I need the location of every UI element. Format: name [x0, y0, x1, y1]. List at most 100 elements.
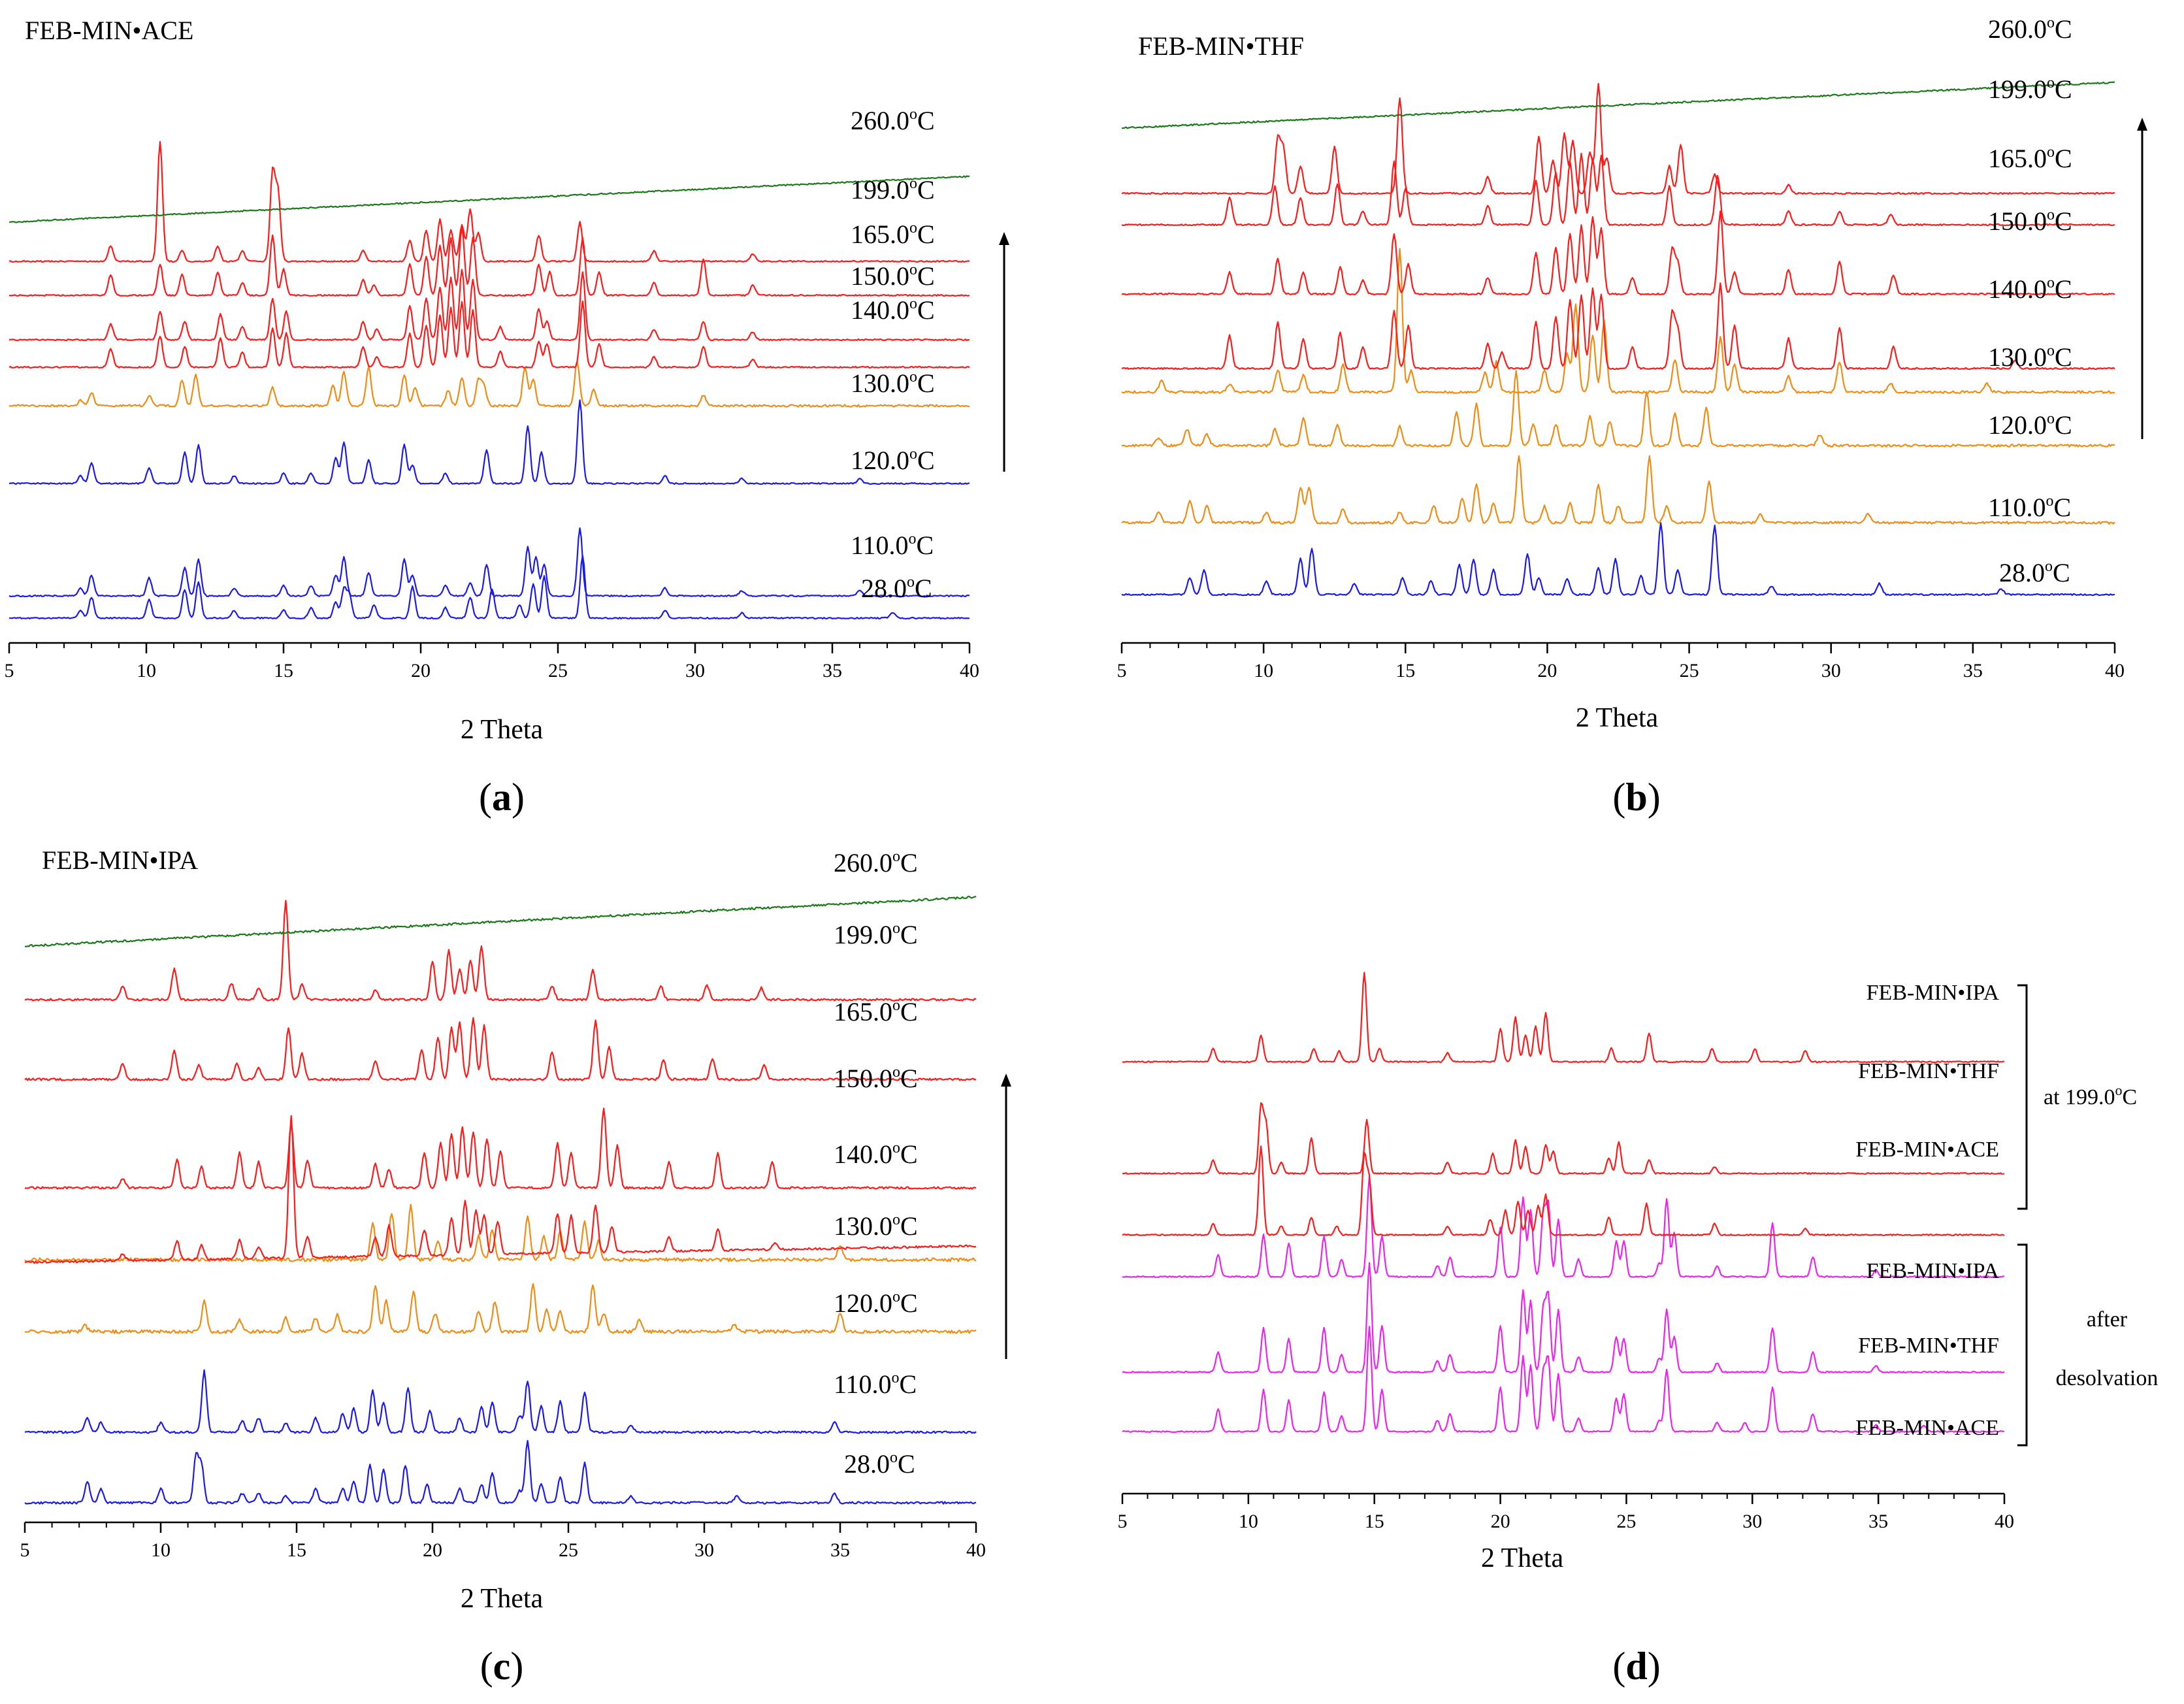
panel-b-tick-label-5: 30 — [1821, 660, 1841, 681]
panel-b-trace-label-2: 120.0oC — [1988, 410, 2072, 440]
panel-a-trace-2 — [8, 399, 970, 485]
panel-b-tick-label-7: 40 — [2105, 660, 2125, 681]
panel-b-trace-labels: 28.0oC 110.0oC 120.0oC 130.0oC 140.0oC 150.0o… — [1988, 14, 2072, 587]
panel-a-trace-label-7: 199.0oC — [851, 175, 935, 205]
panel-b-trend-arrow — [2137, 118, 2147, 439]
panel-a-trace-label-8: 260.0oC — [851, 106, 935, 135]
panel-c-tick-label-1: 10 — [151, 1539, 171, 1561]
panel-a-trace-7 — [8, 140, 970, 263]
panel-d-tick-label-7: 40 — [1995, 1511, 2014, 1532]
panel-b: FEB-MIN•THF 28.0oC 110.0oC 120.0oC 130.0oC 1… — [1117, 14, 2147, 819]
panel-a-trace-label-5: 150.0oC — [851, 261, 935, 291]
panel-d-trace-3 — [1122, 1145, 2005, 1237]
panel-d-trace-1 — [1122, 1262, 2005, 1373]
panel-d-group-note-0-line-0: after — [2087, 1307, 2128, 1332]
panel-d-trace-label-5: FEB-MIN•IPA — [1866, 981, 2000, 1005]
panel-c-caption: (c) — [480, 1645, 524, 1688]
panel-a-trace-label-6: 165.0oC — [851, 220, 935, 249]
panel-c-trace-label-0: 28.0oC — [844, 1449, 915, 1479]
panel-d-trace-0 — [1122, 1326, 2005, 1433]
panel-b-trace-8 — [1122, 81, 2115, 129]
panel-b-trace-2 — [1121, 370, 2115, 448]
panel-c-title: FEB-MIN•IPA — [42, 845, 198, 875]
panel-d-group-bracket-1 — [2017, 984, 2028, 1210]
panel-b-caption: (b) — [1612, 776, 1660, 819]
panel-a-trace-label-0: 28.0oC — [861, 574, 932, 603]
panel-b-tick-label-6: 35 — [1963, 660, 1983, 681]
panel-c-tick-label-7: 40 — [966, 1539, 986, 1561]
panel-c-x-axis-label: 2 Theta — [461, 1584, 544, 1614]
panel-d-trace-label-4: FEB-MIN•THF — [1858, 1059, 1999, 1083]
panel-a-tick-label-3: 20 — [411, 660, 431, 681]
panel-d-caption: (d) — [1612, 1645, 1660, 1688]
panel-a-trace-label-2: 120.0oC — [851, 446, 935, 475]
panel-a-tick-label-4: 25 — [548, 660, 568, 681]
panel-b-title: FEB-MIN•THF — [1138, 31, 1304, 61]
panel-c: FEB-MIN•IPA 28.0oC 110.0oC 120.0oC 130.0oC 1… — [20, 845, 1011, 1688]
panel-a-trace-labels: 28.0oC 110.0oC 120.0oC 130.0oC 140.0oC 150.0o… — [851, 106, 935, 603]
panel-b-x-axis: 5 10 15 20 25 30 35 40 — [1117, 642, 2125, 681]
panel-c-trace-label-8: 260.0oC — [834, 848, 918, 877]
panel-a-trace-6 — [8, 226, 970, 297]
panel-c-trace-5 — [24, 1107, 977, 1190]
panel-a-tick-label-1: 10 — [137, 660, 156, 681]
panel-a-tick-label-7: 40 — [960, 660, 979, 681]
panel-b-trace-4 — [1121, 282, 2115, 370]
panel-c-trace-labels: 28.0oC 110.0oC 120.0oC 130.0oC 140.0oC 150.0o… — [834, 848, 918, 1479]
panel-c-trace-8 — [24, 895, 977, 947]
panel-c-tick-label-6: 35 — [830, 1539, 850, 1561]
panel-d-trace-2 — [1122, 1175, 2005, 1279]
panel-d-trace-5 — [1122, 972, 2005, 1064]
panel-a-trace-4 — [8, 301, 970, 369]
panel-b-trace-0 — [1121, 522, 2115, 597]
panel-d-tick-label-5: 30 — [1742, 1511, 1762, 1532]
panel-b-trace-label-0: 28.0oC — [1999, 558, 2070, 587]
panel-a-trace-8 — [8, 175, 970, 223]
panel-a-x-axis: 5 10 15 20 25 30 35 40 — [5, 642, 979, 681]
panel-b-trace-3 — [1121, 248, 2115, 394]
panel-c-trace-0 — [24, 1439, 977, 1505]
panel-b-tick-label-1: 10 — [1254, 660, 1273, 681]
panel-a: FEB-MIN•ACE 28.0oC 110.0oC 120.0oC 130.0oC 1… — [5, 16, 1009, 819]
panel-a-trace-0 — [8, 555, 970, 620]
panel-c-traces — [24, 895, 977, 1505]
panel-a-caption: (a) — [479, 776, 525, 819]
panel-b-trace-1 — [1121, 455, 2115, 525]
panel-b-trace-label-1: 110.0oC — [1988, 493, 2071, 522]
panel-a-tick-label-6: 35 — [823, 660, 842, 681]
panel-b-trace-label-5: 150.0oC — [1988, 206, 2072, 236]
panel-c-trace-label-6: 165.0oC — [834, 997, 918, 1026]
panel-d-tick-label-6: 35 — [1868, 1511, 1888, 1532]
panel-c-trace-1 — [24, 1369, 977, 1434]
panel-d-tick-label-0: 5 — [1118, 1511, 1128, 1532]
panel-d-group-note-1: at 199.0oC — [2044, 1082, 2137, 1109]
panel-b-trace-label-8: 260.0oC — [1988, 14, 2072, 44]
panel-b-trace-5 — [1122, 210, 2115, 296]
panel-b-trace-7 — [1121, 82, 2115, 195]
panel-a-trace-label-1: 110.0oC — [851, 531, 934, 560]
panel-c-trace-label-4: 140.0oC — [834, 1139, 918, 1169]
panel-c-x-axis: 5 10 15 20 25 30 35 40 — [20, 1521, 986, 1561]
panel-a-tick-label-0: 5 — [5, 660, 14, 681]
panel-d-x-axis-label: 2 Theta — [1481, 1543, 1564, 1573]
panel-c-arrow-head — [1001, 1073, 1011, 1087]
panel-c-trace-label-5: 150.0oC — [834, 1064, 918, 1093]
panel-c-tick-label-2: 15 — [287, 1539, 306, 1561]
panel-d-tick-label-3: 20 — [1491, 1511, 1510, 1532]
panel-b-tick-label-3: 20 — [1537, 660, 1557, 681]
panel-d-traces — [1122, 972, 2005, 1433]
panel-a-tick-label-5: 30 — [685, 660, 705, 681]
panel-c-trace-7 — [24, 900, 977, 1002]
panel-b-x-axis-label: 2 Theta — [1576, 703, 1659, 733]
panel-d-trace-label-0: FEB-MIN•ACE — [1855, 1416, 1999, 1440]
panel-c-tick-label-5: 30 — [694, 1539, 714, 1561]
panel-c-trend-arrow — [1001, 1073, 1011, 1359]
panel-a-trend-arrow — [999, 232, 1009, 472]
panel-d: FEB-MIN•ACE FEB-MIN•THF FEB-MIN•IPA FEB-MIN… — [1118, 972, 2158, 1688]
panel-d-tick-label-1: 10 — [1239, 1511, 1258, 1532]
panel-d-trace-label-2: FEB-MIN•IPA — [1866, 1259, 2000, 1283]
panel-a-trace-label-4: 140.0oC — [851, 295, 935, 325]
panel-c-trace-label-3: 130.0oC — [834, 1211, 918, 1241]
panel-b-trace-label-3: 130.0oC — [1988, 342, 2072, 372]
